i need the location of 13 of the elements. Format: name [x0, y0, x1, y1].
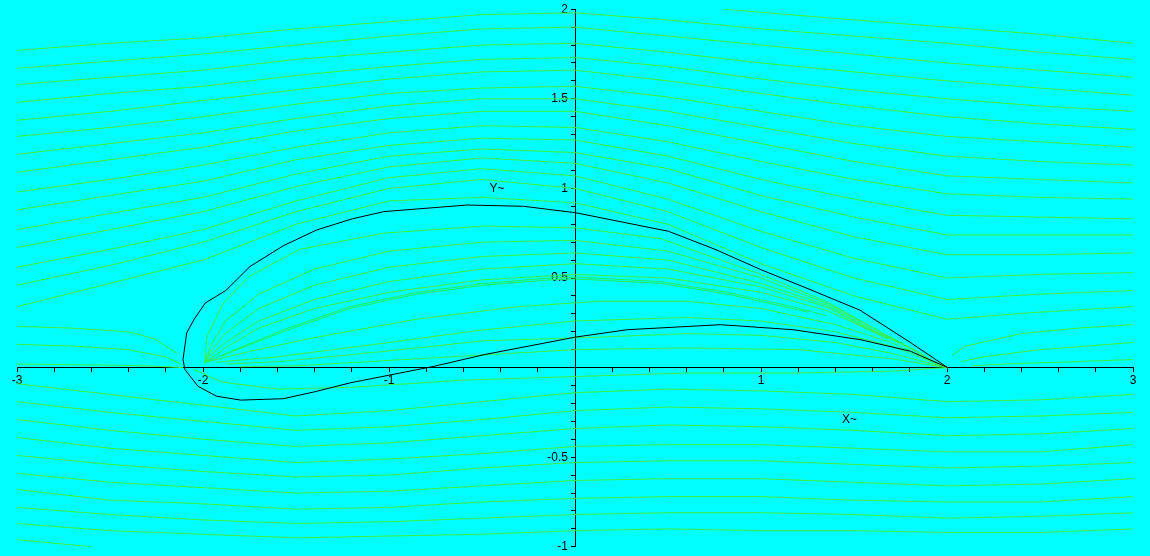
x-tick-label: 3 [1129, 373, 1137, 388]
x-tick-label: 2 [943, 373, 951, 388]
y-tick-label: 2 [561, 1, 569, 16]
x-tick-label: -3 [11, 373, 23, 388]
x-axis-title: X~ [842, 411, 858, 426]
x-tick-label: -1 [383, 373, 395, 388]
y-tick-label: 0.5 [551, 270, 569, 285]
y-tick-label: -1 [557, 539, 569, 554]
y-tick-label: 1.5 [551, 91, 569, 106]
x-tick-label: -2 [197, 373, 209, 388]
x-tick-label: 1 [757, 373, 765, 388]
y-tick-label: -0.5 [547, 449, 569, 464]
y-axis-title: Y~ [489, 181, 505, 196]
